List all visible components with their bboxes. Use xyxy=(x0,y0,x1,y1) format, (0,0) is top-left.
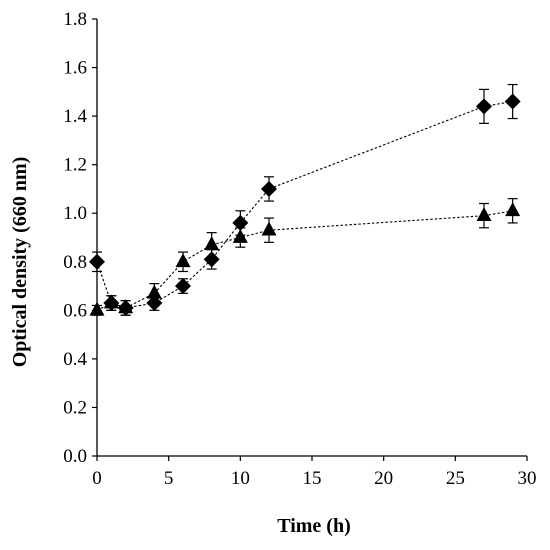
y-tick-label: 1.2 xyxy=(63,155,87,176)
y-tick-label: 1.0 xyxy=(63,203,87,224)
triangle-marker xyxy=(103,294,119,309)
diamond-marker xyxy=(232,214,249,231)
x-tick-label: 15 xyxy=(303,468,322,489)
diamond-marker xyxy=(476,98,492,115)
triangle-marker xyxy=(118,299,134,314)
triangle-marker xyxy=(232,228,248,243)
x-axis-title: Time (h) xyxy=(277,515,351,537)
y-tick-label: 0.4 xyxy=(63,349,87,370)
y-tick-label: 1.8 xyxy=(63,9,87,30)
y-tick-label: 1.6 xyxy=(63,58,87,79)
x-tick-label: 20 xyxy=(374,468,393,489)
series-line xyxy=(96,100,513,309)
triangle-marker xyxy=(89,301,105,316)
x-tick-label: 0 xyxy=(92,468,102,489)
x-tick-label: 5 xyxy=(164,468,174,489)
y-tick-label: 0.0 xyxy=(63,446,87,467)
triangle-marker xyxy=(175,253,191,268)
axes xyxy=(96,19,527,457)
triangle-marker xyxy=(146,284,162,299)
triangle-marker xyxy=(476,206,492,221)
diamond-marker xyxy=(175,278,191,295)
diamond-marker xyxy=(89,253,105,270)
y-axis-title: Optical density (660 nm) xyxy=(9,157,31,368)
data-series xyxy=(89,83,521,316)
diamond-marker xyxy=(504,93,521,110)
x-tick-label: 10 xyxy=(231,468,250,489)
y-tick-label: 1.4 xyxy=(63,106,87,127)
series-line xyxy=(96,210,513,311)
x-tick-label: 30 xyxy=(518,468,537,489)
triangle-marker xyxy=(505,202,521,217)
diamond-marker xyxy=(261,180,277,197)
tick-labels: 0.0 0.2 0.4 0.6 0.8 1.0 1.2 1.4 1.6 1.8 0 5 10 15 20 25… xyxy=(63,9,536,489)
tick-marks xyxy=(92,18,528,461)
y-tick-label: 0.8 xyxy=(63,252,87,273)
triangle-marker xyxy=(261,221,277,236)
x-tick-label: 25 xyxy=(446,468,465,489)
series-triangle xyxy=(89,198,521,316)
y-tick-label: 0.6 xyxy=(63,300,87,321)
triangle-marker xyxy=(204,236,220,251)
series-diamond xyxy=(89,83,521,316)
diamond-marker xyxy=(203,251,220,268)
y-tick-label: 0.2 xyxy=(63,397,87,418)
